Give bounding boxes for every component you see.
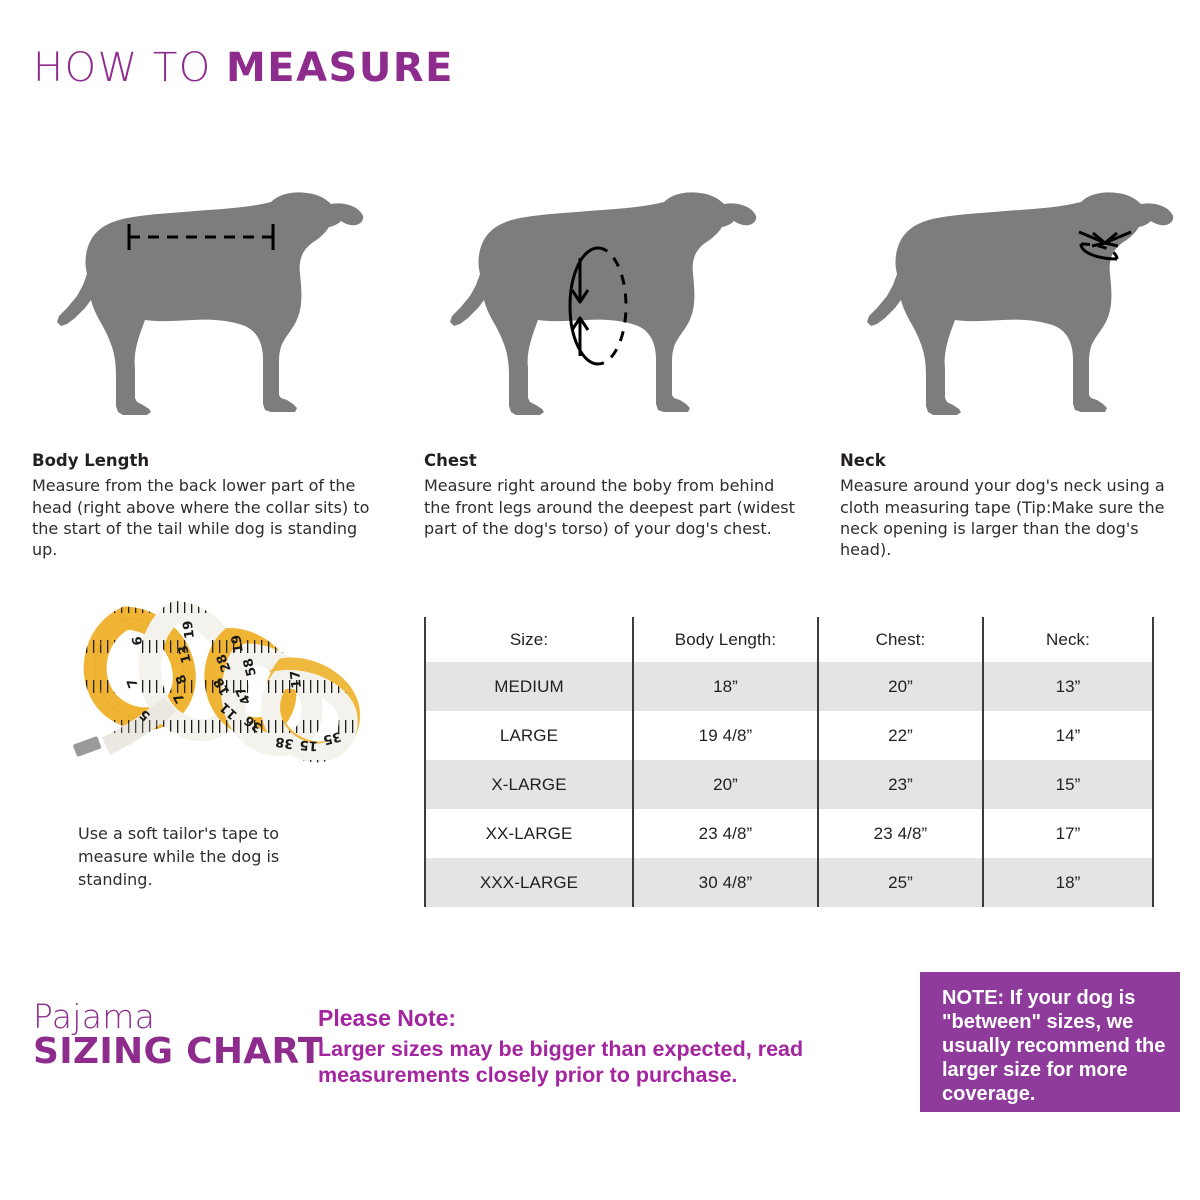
illustration-chest <box>418 180 808 450</box>
cell-neck: 17” <box>982 809 1154 858</box>
page-title-bold: MEASURE <box>225 45 454 91</box>
cell-chest: 23” <box>817 760 983 809</box>
note-callout-text: NOTE: If your dog is "between" sizes, we… <box>942 987 1166 1105</box>
table-row: MEDIUM 18” 20” 13” <box>424 662 1154 711</box>
cell-size: XXX-LARGE <box>424 858 633 907</box>
measuring-tape-illustration: 6 7 5 19 13 8 7 19 28 18 11 58 47 36 17 … <box>58 600 398 815</box>
page-title-light: HOW TO <box>33 45 226 91</box>
caption-body-neck: Measure around your dog's neck using a c… <box>840 476 1165 560</box>
chest-girth-ellipse <box>568 246 628 366</box>
cell-body-length: 23 4/8” <box>632 809 818 858</box>
svg-text:28: 28 <box>214 652 235 674</box>
cell-chest: 22” <box>817 711 983 760</box>
table-header-chest: Chest: <box>817 617 983 662</box>
svg-text:38: 38 <box>275 734 295 751</box>
caption-title-neck: Neck <box>840 451 886 470</box>
sizing-chart-label: SIZING CHART <box>33 1030 323 1072</box>
table-row: LARGE 19 4/8” 22” 14” <box>424 711 1154 760</box>
svg-text:17: 17 <box>288 670 305 690</box>
svg-text:7: 7 <box>125 676 142 690</box>
table-row: XX-LARGE 23 4/8” 23 4/8” 17” <box>424 809 1154 858</box>
cell-body-length: 20” <box>632 760 818 809</box>
cell-neck: 13” <box>982 662 1154 711</box>
caption-neck: Neck Measure around your dog's neck usin… <box>840 451 1185 561</box>
cell-neck: 15” <box>982 760 1154 809</box>
sizing-table: Size: Body Length: Chest: Neck: MEDIUM 1… <box>424 617 1154 907</box>
cell-body-length: 30 4/8” <box>632 858 818 907</box>
cell-neck: 18” <box>982 858 1154 907</box>
table-header-row: Size: Body Length: Chest: Neck: <box>424 617 1154 662</box>
caption-body-body-length: Measure from the back lower part of the … <box>32 476 370 560</box>
cell-size: MEDIUM <box>424 662 633 711</box>
body-length-measure-line <box>127 224 275 250</box>
illustration-body-length <box>25 180 415 450</box>
table-header-size: Size: <box>424 617 633 662</box>
note-callout-box: NOTE: If your dog is "between" sizes, we… <box>920 972 1180 1112</box>
cell-chest: 23 4/8” <box>817 809 983 858</box>
pajama-sizing-chart-heading: Pajama SIZING CHART <box>33 1000 323 1070</box>
please-note-body: Larger sizes may be bigger than expected… <box>318 1037 804 1088</box>
please-note-block: Please Note: Larger sizes may be bigger … <box>318 1004 898 1088</box>
cell-neck: 14” <box>982 711 1154 760</box>
svg-text:19: 19 <box>181 620 198 640</box>
neck-girth-ellipse <box>1079 242 1119 261</box>
svg-text:13: 13 <box>176 643 195 664</box>
caption-chest: Chest Measure right around the boby from… <box>424 451 799 539</box>
pajama-label: Pajama <box>33 997 156 1036</box>
cell-size: LARGE <box>424 711 633 760</box>
svg-text:6: 6 <box>130 636 146 647</box>
cell-size: X-LARGE <box>424 760 633 809</box>
caption-title-body-length: Body Length <box>32 451 150 470</box>
dog-body-length-icon <box>57 192 364 415</box>
svg-text:35: 35 <box>321 728 342 747</box>
cell-chest: 25” <box>817 858 983 907</box>
svg-text:58: 58 <box>241 656 260 677</box>
cell-body-length: 18” <box>632 662 818 711</box>
cell-body-length: 19 4/8” <box>632 711 818 760</box>
svg-text:15: 15 <box>299 737 318 753</box>
please-note-title: Please Note: <box>318 1005 457 1031</box>
chest-arrows <box>570 258 590 356</box>
cell-chest: 20” <box>817 662 983 711</box>
caption-body-length: Body Length Measure from the back lower … <box>32 451 377 561</box>
table-header-neck: Neck: <box>982 617 1154 662</box>
page-title: HOW TO MEASURE <box>33 48 454 88</box>
svg-text:19: 19 <box>229 633 247 653</box>
dog-chest-icon <box>450 192 757 415</box>
neck-arrows <box>1078 230 1132 248</box>
measuring-tape-icon: 6 7 5 19 13 8 7 19 28 18 11 58 47 36 17 … <box>73 600 361 763</box>
table-row: XXX-LARGE 30 4/8” 25” 18” <box>424 858 1154 907</box>
table-row: X-LARGE 20” 23” 15” <box>424 760 1154 809</box>
illustration-neck <box>835 180 1200 450</box>
tape-caption: Use a soft tailor's tape to measure whil… <box>78 824 280 890</box>
caption-body-chest: Measure right around the boby from behin… <box>424 476 795 539</box>
table-header-body-length: Body Length: <box>632 617 818 662</box>
caption-title-chest: Chest <box>424 451 477 470</box>
svg-text:47: 47 <box>233 684 254 707</box>
dog-neck-icon <box>867 192 1174 415</box>
cell-size: XX-LARGE <box>424 809 633 858</box>
